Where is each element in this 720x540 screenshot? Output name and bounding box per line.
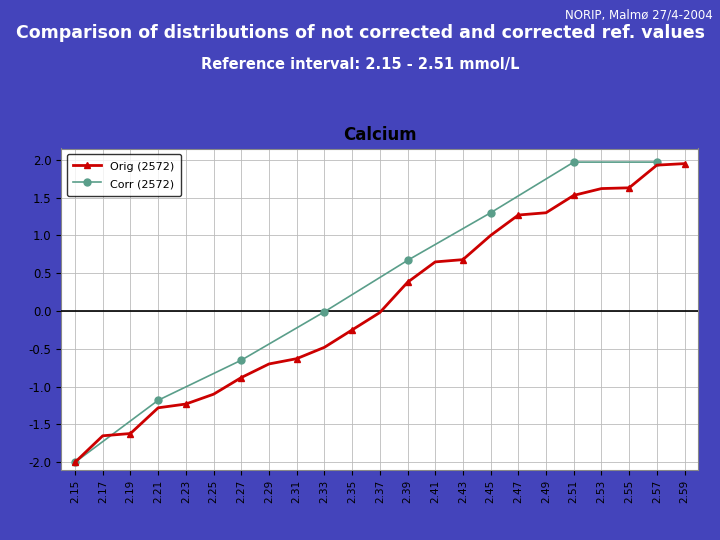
Text: Comparison of distributions of not corrected and corrected ref. values: Comparison of distributions of not corre…	[16, 24, 704, 42]
Orig (2572)	[459, 256, 467, 263]
Orig (2572)	[514, 212, 523, 218]
Title: Calcium: Calcium	[343, 126, 417, 144]
Orig (2572)	[181, 401, 190, 407]
Orig (2572)	[348, 327, 356, 333]
Orig (2572)	[292, 355, 301, 362]
Orig (2572)	[237, 374, 246, 381]
Legend: Orig (2572), Corr (2572): Orig (2572), Corr (2572)	[67, 154, 181, 196]
Text: NORIP, Malmø 27/4-2004: NORIP, Malmø 27/4-2004	[565, 8, 713, 21]
Orig (2572)	[625, 185, 634, 191]
Orig (2572)	[680, 160, 689, 167]
Text: Reference interval: 2.15 - 2.51 mmol/L: Reference interval: 2.15 - 2.51 mmol/L	[201, 57, 519, 72]
Orig (2572)	[126, 430, 135, 437]
Orig (2572)	[403, 279, 412, 286]
Orig (2572)	[71, 459, 79, 465]
Orig (2572)	[570, 192, 578, 199]
Line: Orig (2572): Orig (2572)	[71, 160, 688, 465]
